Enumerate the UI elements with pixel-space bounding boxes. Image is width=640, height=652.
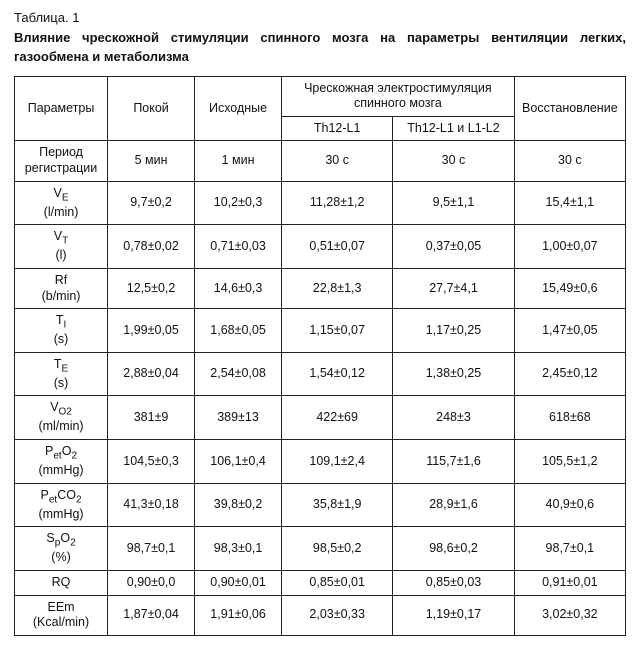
- value-cell: 2,45±0,12: [514, 352, 625, 396]
- parameter-label: VE(l/min): [15, 181, 108, 225]
- parameter-label: SpO2(%): [15, 527, 108, 571]
- value-cell: 422±69: [282, 396, 393, 440]
- value-cell: 98,7±0,1: [108, 527, 195, 571]
- value-cell: 40,9±0,6: [514, 483, 625, 527]
- value-cell: 2,54±0,08: [195, 352, 282, 396]
- value-cell: 2,88±0,04: [108, 352, 195, 396]
- parameter-label: VO2(ml/min): [15, 396, 108, 440]
- header-stim-a: Th12-L1: [282, 116, 393, 141]
- value-cell: 109,1±2,4: [282, 440, 393, 484]
- data-table: Параметры Покой Исходные Чрескожная элек…: [14, 76, 626, 636]
- value-cell: 1,47±0,05: [514, 309, 625, 353]
- table-body: VE(l/min)9,7±0,210,2±0,311,28±1,29,5±1,1…: [15, 181, 626, 635]
- table-row: TE(s)2,88±0,042,54±0,081,54±0,121,38±0,2…: [15, 352, 626, 396]
- value-cell: 98,5±0,2: [282, 527, 393, 571]
- value-cell: 1,87±0,04: [108, 595, 195, 635]
- parameter-label: TI(s): [15, 309, 108, 353]
- value-cell: 10,2±0,3: [195, 181, 282, 225]
- value-cell: 248±3: [393, 396, 514, 440]
- period-stim-a: 30 с: [282, 141, 393, 181]
- parameter-label: PetCO2(mmHg): [15, 483, 108, 527]
- header-baseline: Исходные: [195, 76, 282, 141]
- header-parameters: Параметры: [15, 76, 108, 141]
- table-number: Таблица. 1: [14, 10, 626, 25]
- value-cell: 381±9: [108, 396, 195, 440]
- parameter-label: Rf(b/min): [15, 268, 108, 308]
- value-cell: 3,02±0,32: [514, 595, 625, 635]
- value-cell: 1,54±0,12: [282, 352, 393, 396]
- period-baseline: 1 мин: [195, 141, 282, 181]
- value-cell: 106,1±0,4: [195, 440, 282, 484]
- parameter-label: TE(s): [15, 352, 108, 396]
- header-rest: Покой: [108, 76, 195, 141]
- value-cell: 1,17±0,25: [393, 309, 514, 353]
- value-cell: 1,38±0,25: [393, 352, 514, 396]
- value-cell: 1,15±0,07: [282, 309, 393, 353]
- value-cell: 0,85±0,03: [393, 570, 514, 595]
- value-cell: 28,9±1,6: [393, 483, 514, 527]
- value-cell: 1,19±0,17: [393, 595, 514, 635]
- value-cell: 0,90±0,01: [195, 570, 282, 595]
- table-row: TI(s)1,99±0,051,68±0,051,15±0,071,17±0,2…: [15, 309, 626, 353]
- value-cell: 1,68±0,05: [195, 309, 282, 353]
- table-title-line-1: Влияние чрескожной стимуляции спинного м…: [14, 29, 626, 47]
- value-cell: 98,6±0,2: [393, 527, 514, 571]
- table-row: Rf(b/min)12,5±0,214,6±0,322,8±1,327,7±4,…: [15, 268, 626, 308]
- value-cell: 0,90±0,0: [108, 570, 195, 595]
- value-cell: 0,91±0,01: [514, 570, 625, 595]
- value-cell: 105,5±1,2: [514, 440, 625, 484]
- value-cell: 389±13: [195, 396, 282, 440]
- table-row: PetCO2(mmHg)41,3±0,1839,8±0,235,8±1,928,…: [15, 483, 626, 527]
- value-cell: 0,78±0,02: [108, 225, 195, 269]
- header-recovery: Восстановление: [514, 76, 625, 141]
- value-cell: 1,00±0,07: [514, 225, 625, 269]
- value-cell: 0,51±0,07: [282, 225, 393, 269]
- table-row: SpO2(%)98,7±0,198,3±0,198,5±0,298,6±0,29…: [15, 527, 626, 571]
- value-cell: 115,7±1,6: [393, 440, 514, 484]
- parameter-label: PetO2(mmHg): [15, 440, 108, 484]
- value-cell: 0,37±0,05: [393, 225, 514, 269]
- value-cell: 27,7±4,1: [393, 268, 514, 308]
- value-cell: 98,3±0,1: [195, 527, 282, 571]
- header-stim-b: Th12-L1 и L1-L2: [393, 116, 514, 141]
- value-cell: 0,85±0,01: [282, 570, 393, 595]
- table-row: VT(l)0,78±0,020,71±0,030,51±0,070,37±0,0…: [15, 225, 626, 269]
- value-cell: 22,8±1,3: [282, 268, 393, 308]
- table-header: Параметры Покой Исходные Чрескожная элек…: [15, 76, 626, 181]
- value-cell: 35,8±1,9: [282, 483, 393, 527]
- period-stim-b: 30 с: [393, 141, 514, 181]
- value-cell: 15,4±1,1: [514, 181, 625, 225]
- value-cell: 0,71±0,03: [195, 225, 282, 269]
- value-cell: 39,8±0,2: [195, 483, 282, 527]
- period-rest: 5 мин: [108, 141, 195, 181]
- table-title-line-2: газообмена и метаболизма: [14, 49, 626, 64]
- value-cell: 104,5±0,3: [108, 440, 195, 484]
- value-cell: 41,3±0,18: [108, 483, 195, 527]
- parameter-label: RQ: [15, 570, 108, 595]
- value-cell: 618±68: [514, 396, 625, 440]
- table-row: EEm(Kcal/min)1,87±0,041,91±0,062,03±0,33…: [15, 595, 626, 635]
- value-cell: 2,03±0,33: [282, 595, 393, 635]
- table-row: PetO2(mmHg)104,5±0,3106,1±0,4109,1±2,411…: [15, 440, 626, 484]
- value-cell: 12,5±0,2: [108, 268, 195, 308]
- table-row: VO2(ml/min)381±9389±13422±69248±3618±68: [15, 396, 626, 440]
- parameter-label: EEm(Kcal/min): [15, 595, 108, 635]
- value-cell: 14,6±0,3: [195, 268, 282, 308]
- value-cell: 15,49±0,6: [514, 268, 625, 308]
- value-cell: 98,7±0,1: [514, 527, 625, 571]
- value-cell: 11,28±1,2: [282, 181, 393, 225]
- period-label: Период регистрации: [15, 141, 108, 181]
- value-cell: 9,7±0,2: [108, 181, 195, 225]
- value-cell: 1,91±0,06: [195, 595, 282, 635]
- parameter-label: VT(l): [15, 225, 108, 269]
- period-recovery: 30 с: [514, 141, 625, 181]
- table-row: VE(l/min)9,7±0,210,2±0,311,28±1,29,5±1,1…: [15, 181, 626, 225]
- table-row: RQ0,90±0,00,90±0,010,85±0,010,85±0,030,9…: [15, 570, 626, 595]
- header-stimulation-group: Чрескожная электростимуляция спинного мо…: [282, 76, 515, 116]
- value-cell: 9,5±1,1: [393, 181, 514, 225]
- value-cell: 1,99±0,05: [108, 309, 195, 353]
